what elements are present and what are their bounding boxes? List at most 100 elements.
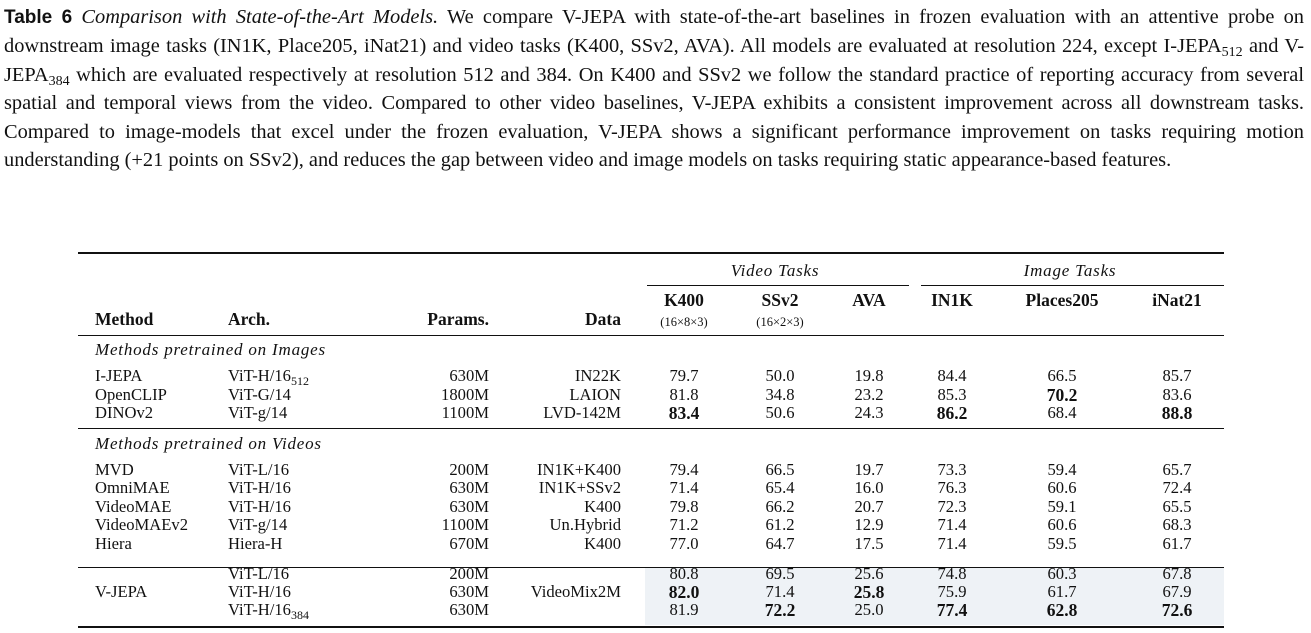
cell-k400: 79.8 bbox=[669, 497, 699, 516]
cell-inat21: 67.8 bbox=[1162, 564, 1192, 583]
header-arch: Arch. bbox=[228, 309, 270, 329]
cell-places205: 59.5 bbox=[1047, 534, 1077, 553]
cell-inat21: 61.7 bbox=[1162, 534, 1192, 553]
image-tasks-rule bbox=[921, 285, 1224, 286]
cell-params: 200M bbox=[449, 460, 489, 479]
cell-arch: ViT-H/16 bbox=[228, 478, 291, 497]
cell-places205: 68.4 bbox=[1047, 403, 1077, 422]
caption-text-2: and V-JEPA bbox=[4, 35, 1304, 86]
cell-k400: 83.4 bbox=[668, 403, 700, 423]
cell-ssv2: 34.8 bbox=[765, 385, 795, 404]
header-in1k: IN1K bbox=[931, 290, 973, 310]
cell-method: Hiera bbox=[95, 534, 132, 553]
cell-params: 1800M bbox=[441, 385, 489, 404]
cell-ava: 20.7 bbox=[854, 497, 884, 516]
cell-ava: 12.9 bbox=[854, 515, 884, 534]
cell-params: 630M bbox=[449, 600, 489, 619]
cell-in1k: 75.9 bbox=[937, 582, 967, 601]
cell-ava: 24.3 bbox=[854, 403, 884, 422]
header-k400: K400 bbox=[664, 290, 704, 310]
cell-data: IN22K bbox=[574, 366, 621, 385]
caption-text-3: which are evaluated respectively at reso… bbox=[4, 63, 1304, 172]
cell-data: LAION bbox=[569, 385, 621, 404]
cell-arch: ViT-H/16384 bbox=[228, 600, 309, 622]
cell-arch: ViT-g/14 bbox=[228, 403, 288, 422]
cell-data: K400 bbox=[584, 497, 621, 516]
cell-inat21: 88.8 bbox=[1161, 403, 1193, 423]
cell-ava: 19.7 bbox=[854, 460, 884, 479]
cell-params: 1100M bbox=[441, 515, 489, 534]
cell-in1k: 72.3 bbox=[937, 497, 967, 516]
cell-places205: 60.6 bbox=[1047, 478, 1077, 497]
arch-subscript: 512 bbox=[290, 374, 309, 388]
section-title-videos: Methods pretrained on Videos bbox=[95, 434, 322, 453]
cell-arch: ViT-H/16512 bbox=[228, 366, 309, 388]
cell-arch: ViT-g/14 bbox=[228, 515, 288, 534]
section-rule-2 bbox=[78, 567, 1224, 568]
cell-ssv2: 50.6 bbox=[765, 403, 795, 422]
cell-method: MVD bbox=[95, 460, 134, 479]
arch-text: ViT-H/16 bbox=[228, 600, 291, 619]
cell-ava: 17.5 bbox=[854, 534, 884, 553]
group-image-tasks: Image Tasks bbox=[1023, 261, 1117, 280]
cell-places205: 70.2 bbox=[1046, 385, 1078, 405]
header-ssv2-views: (16×2×3) bbox=[756, 315, 804, 329]
cell-places205: 60.3 bbox=[1047, 564, 1077, 583]
cell-ssv2: 61.2 bbox=[765, 515, 795, 534]
cell-method: VideoMAE bbox=[95, 497, 172, 516]
table-label: Table 6 bbox=[4, 7, 73, 28]
cell-ssv2: 65.4 bbox=[765, 478, 795, 497]
cell-data: LVD-142M bbox=[543, 403, 621, 422]
cell-inat21: 72.6 bbox=[1161, 600, 1193, 620]
cell-inat21: 83.6 bbox=[1162, 385, 1192, 404]
header-inat21: iNat21 bbox=[1152, 290, 1202, 310]
cell-inat21: 65.7 bbox=[1162, 460, 1192, 479]
cell-k400: 71.4 bbox=[669, 478, 699, 497]
cell-params: 670M bbox=[449, 534, 489, 553]
arch-text: ViT-H/16 bbox=[228, 366, 291, 385]
cell-ava: 16.0 bbox=[854, 478, 884, 497]
cell-params: 630M bbox=[449, 582, 489, 601]
cell-arch: ViT-H/16 bbox=[228, 582, 291, 601]
cell-inat21: 67.9 bbox=[1162, 582, 1192, 601]
cell-in1k: 74.8 bbox=[937, 564, 967, 583]
cell-k400: 81.8 bbox=[669, 385, 699, 404]
cell-places205: 66.5 bbox=[1047, 366, 1077, 385]
cell-k400: 80.8 bbox=[669, 564, 699, 583]
cell-ava: 19.8 bbox=[854, 366, 884, 385]
cell-in1k: 86.2 bbox=[936, 403, 968, 423]
cell-params: 630M bbox=[449, 366, 489, 385]
table-caption: Table 6 Comparison with State-of-the-Art… bbox=[4, 3, 1304, 174]
cell-k400: 81.9 bbox=[669, 600, 699, 619]
vjepa-highlight bbox=[645, 567, 1224, 625]
header-ssv2: SSv2 bbox=[761, 290, 799, 310]
caption-subscript-1: 512 bbox=[1221, 45, 1243, 61]
arch-subscript: 384 bbox=[290, 608, 309, 622]
cell-k400: 79.7 bbox=[669, 366, 699, 385]
cell-method: VideoMAEv2 bbox=[95, 515, 189, 534]
header-k400-views: (16×8×3) bbox=[660, 315, 708, 329]
cell-method: OmniMAE bbox=[95, 478, 170, 497]
cell-in1k: 71.4 bbox=[937, 534, 967, 553]
cell-params: 1100M bbox=[441, 403, 489, 422]
header-method: Method bbox=[95, 309, 154, 329]
table-bottom-rule bbox=[78, 626, 1224, 628]
header-ava: AVA bbox=[852, 290, 886, 310]
cell-in1k: 76.3 bbox=[937, 478, 967, 497]
cell-in1k: 77.4 bbox=[936, 600, 968, 620]
caption-subscript-2: 384 bbox=[48, 73, 70, 89]
table-title: Comparison with State-of-the-Art Models. bbox=[81, 6, 439, 28]
section-rule-1 bbox=[78, 428, 1224, 429]
header-rule bbox=[78, 335, 1224, 336]
cell-places205: 59.4 bbox=[1047, 460, 1077, 479]
cell-in1k: 85.3 bbox=[937, 385, 967, 404]
cell-method: OpenCLIP bbox=[95, 385, 167, 404]
cell-in1k: 71.4 bbox=[937, 515, 967, 534]
header-places205: Places205 bbox=[1025, 290, 1099, 310]
cell-data: K400 bbox=[584, 534, 621, 553]
cell-ava: 25.6 bbox=[854, 564, 884, 583]
caption-text-1: We compare V-JEPA with state-of-the-art … bbox=[4, 6, 1304, 58]
cell-ssv2: 66.5 bbox=[765, 460, 795, 479]
cell-method: I-JEPA bbox=[95, 366, 143, 385]
cell-data: IN1K+K400 bbox=[536, 460, 621, 479]
